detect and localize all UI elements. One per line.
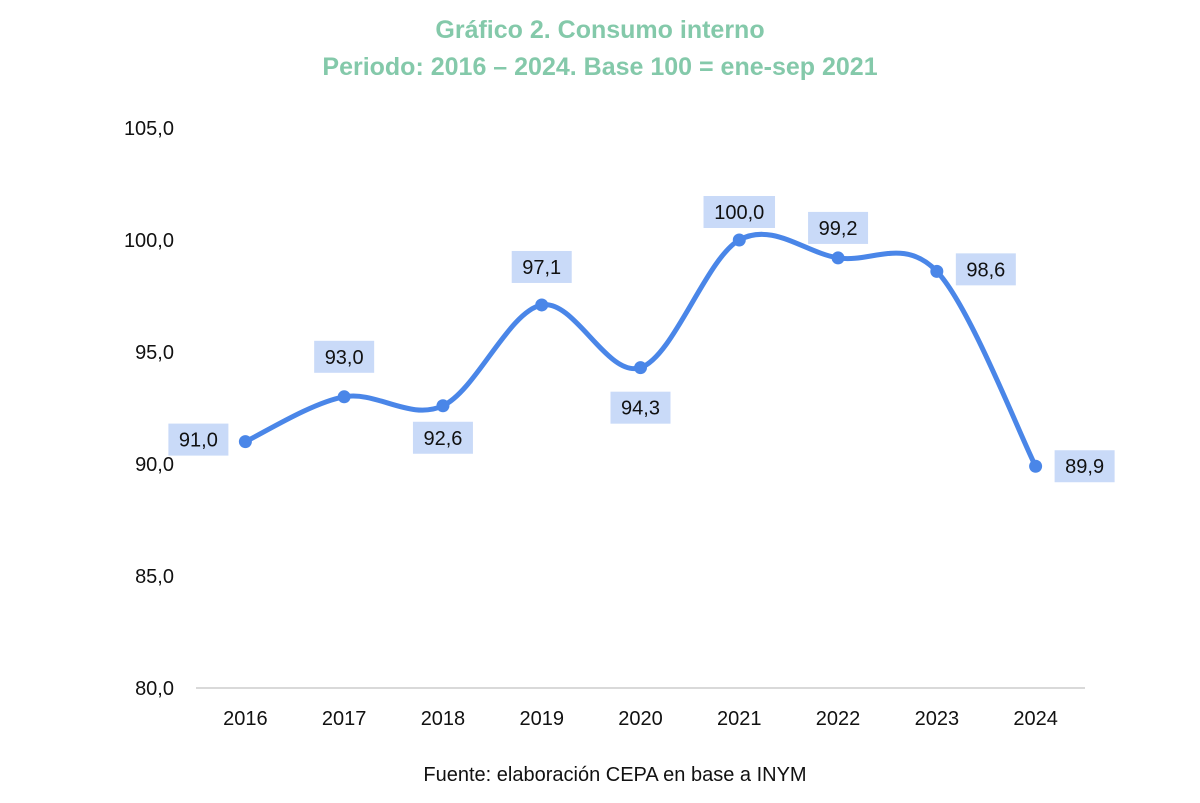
chart-subtitle: Periodo: 2016 – 2024. Base 100 = ene-sep… bbox=[322, 53, 878, 81]
data-label-background bbox=[314, 340, 375, 373]
x-tick-label: 2017 bbox=[322, 708, 367, 730]
x-tick-label: 2020 bbox=[618, 708, 663, 730]
data-label-text: 93,0 bbox=[325, 347, 364, 369]
data-label-background bbox=[703, 196, 776, 228]
data-label-text: 91,0 bbox=[179, 430, 218, 452]
x-tick-label: 2021 bbox=[717, 708, 762, 730]
data-point bbox=[634, 361, 647, 375]
data-label-text: 100,0 bbox=[714, 202, 764, 224]
y-axis: 80,0 85,0 90,0 95,0 100,0 105,0 bbox=[124, 118, 174, 700]
data-label-background bbox=[168, 423, 229, 456]
data-point bbox=[1029, 459, 1043, 473]
data-label: 100,0 bbox=[703, 196, 776, 228]
data-label-background bbox=[955, 253, 1016, 286]
y-tick-label: 100,0 bbox=[124, 230, 174, 252]
data-label-text: 94,3 bbox=[621, 398, 660, 420]
data-label-background bbox=[511, 250, 572, 283]
data-label: 93,0 bbox=[314, 340, 375, 373]
x-tick-label: 2023 bbox=[915, 708, 960, 730]
data-point bbox=[535, 298, 549, 312]
data-label-text: 89,9 bbox=[1065, 456, 1104, 478]
x-tick-label: 2022 bbox=[816, 708, 861, 730]
x-tick-label: 2024 bbox=[1013, 708, 1058, 730]
data-label-text: 99,2 bbox=[819, 218, 858, 240]
data-label-background bbox=[610, 391, 671, 424]
data-label: 94,3 bbox=[610, 391, 671, 424]
data-point bbox=[337, 390, 351, 404]
data-point bbox=[930, 264, 944, 278]
data-points bbox=[238, 233, 1043, 473]
data-label: 91,0 bbox=[168, 423, 229, 456]
data-labels: 91,0 93,0 92,6 97,1 94,3 100,0 99,2 98,6 89,9 bbox=[168, 196, 1115, 483]
data-point bbox=[238, 435, 252, 449]
series-line-consumo-interno bbox=[242, 231, 1039, 469]
x-tick-label: 2019 bbox=[519, 708, 564, 730]
data-label: 98,6 bbox=[955, 253, 1016, 286]
data-label-text: 97,1 bbox=[522, 257, 561, 279]
x-tick-label: 2016 bbox=[223, 708, 268, 730]
data-point bbox=[831, 251, 845, 265]
data-point bbox=[732, 233, 746, 247]
y-tick-label: 90,0 bbox=[135, 454, 174, 476]
chart-title: Gráfico 2. Consumo interno bbox=[435, 16, 765, 44]
data-label: 99,2 bbox=[808, 211, 869, 244]
y-tick-label: 105,0 bbox=[124, 118, 174, 140]
data-label-background bbox=[412, 421, 473, 454]
data-point bbox=[436, 399, 450, 413]
y-tick-label: 95,0 bbox=[135, 342, 174, 364]
data-label-text: 92,6 bbox=[423, 428, 462, 450]
data-label-background bbox=[808, 211, 869, 244]
data-label-text: 98,6 bbox=[966, 259, 1005, 281]
source-note: Fuente: elaboración CEPA en base a INYM bbox=[423, 764, 807, 786]
x-tick-label: 2018 bbox=[421, 708, 466, 730]
y-tick-label: 80,0 bbox=[135, 678, 174, 700]
y-tick-label: 85,0 bbox=[135, 566, 174, 588]
data-label: 92,6 bbox=[412, 421, 473, 454]
x-axis: 2016 2017 2018 2019 2020 2021 2022 2023 2024 bbox=[223, 708, 1058, 730]
data-label-background bbox=[1054, 450, 1115, 483]
data-label: 89,9 bbox=[1054, 450, 1115, 483]
data-label: 97,1 bbox=[511, 250, 572, 283]
